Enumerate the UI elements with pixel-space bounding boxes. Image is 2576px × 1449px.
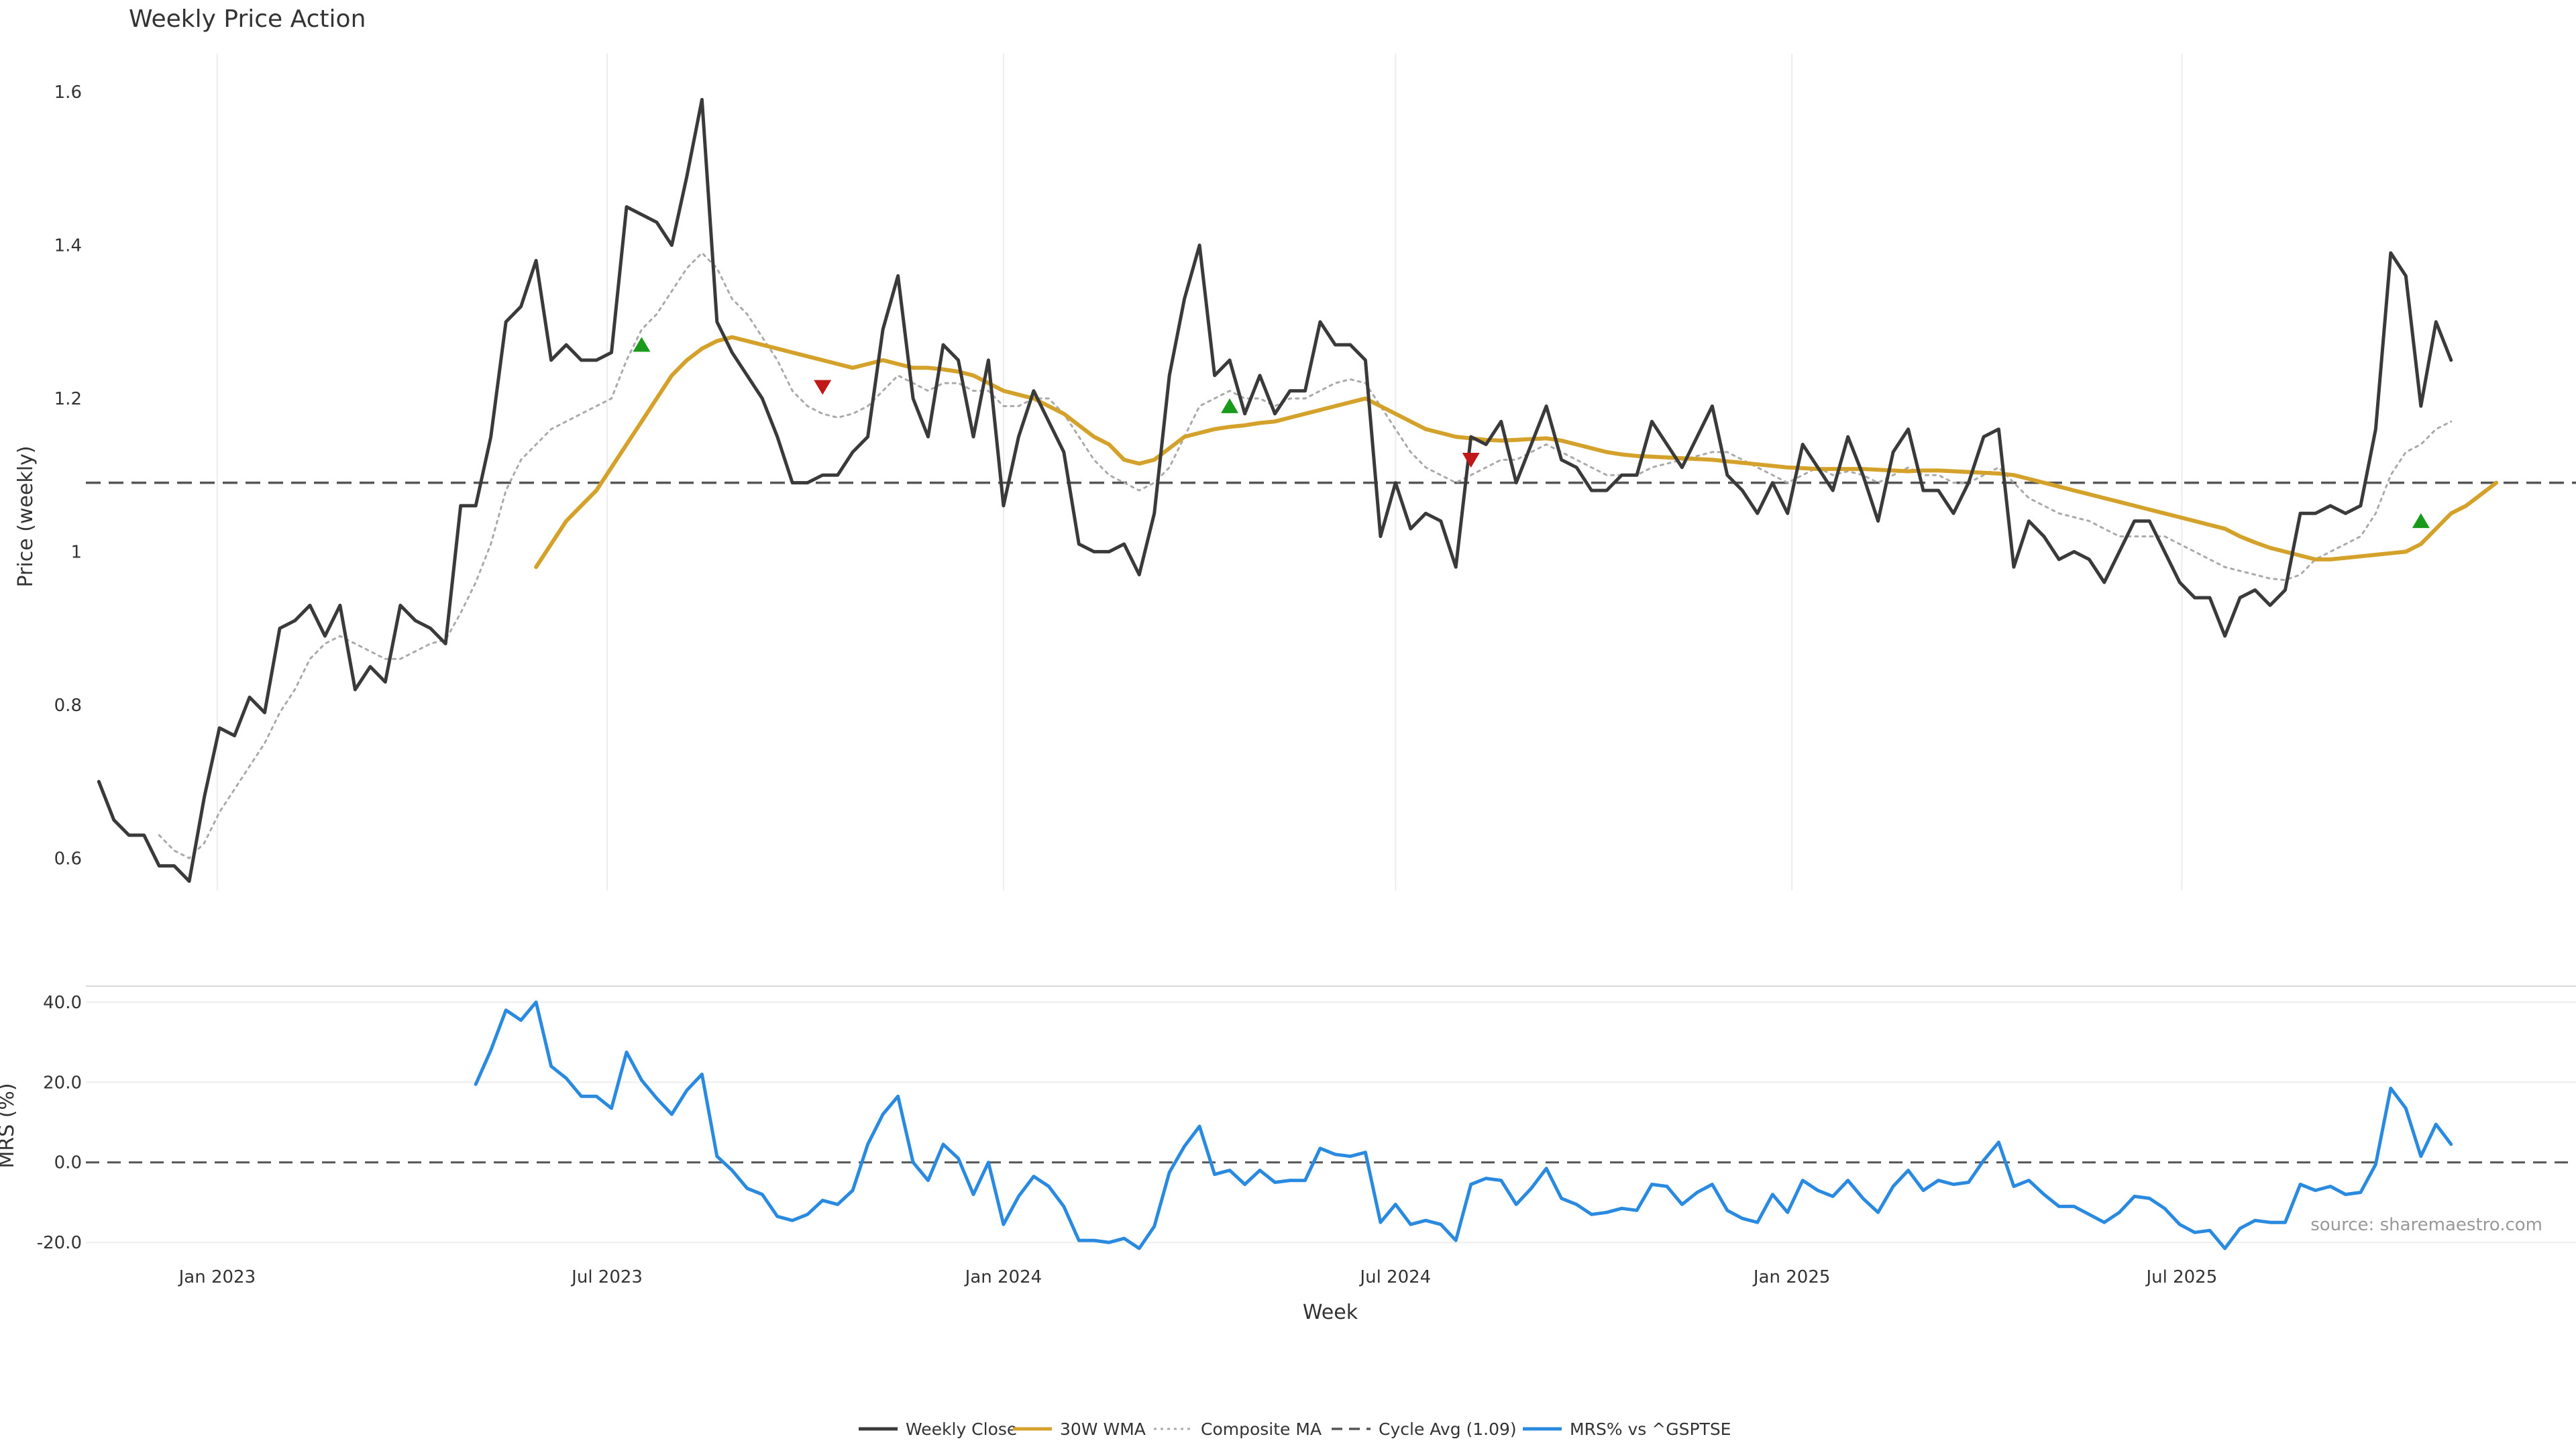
mrs-vs-gsptse-line [474, 1000, 2453, 1250]
x-axis-label: Week [1303, 1301, 1358, 1324]
x-tick-label: Jan 2023 [178, 1267, 256, 1287]
price-vertical-gridlines [216, 54, 2183, 890]
mrs-series-line [474, 1000, 2453, 1250]
legend-label: MRS% vs ^GSPTSE [1570, 1419, 1731, 1439]
price-y-tick-label: 1.2 [54, 389, 82, 409]
mrs-horizontal-gridlines [86, 1001, 2576, 1244]
mrs-y-axis-ticks: -20.0 0.0 20.0 40.0 [37, 993, 82, 1253]
legend-label: Cycle Avg (1.09) [1379, 1419, 1517, 1439]
x-tick-label: Jan 2025 [1752, 1267, 1831, 1287]
buy-signal-marker [2412, 513, 2430, 529]
buy-signal-marker [1221, 398, 1239, 413]
mrs-y-tick-label: 40.0 [43, 993, 82, 1013]
mrs-y-tick-label: 20.0 [43, 1073, 82, 1093]
legend-label: 30W WMA [1060, 1419, 1146, 1439]
price-y-tick-label: 1.6 [54, 83, 82, 103]
price-y-tick-label: 0.6 [54, 849, 82, 869]
weekly-close-line [97, 98, 2453, 883]
sell-signal-marker [1462, 452, 1480, 468]
composite-ma-line [158, 252, 2453, 859]
legend-label: Composite MA [1201, 1419, 1322, 1439]
price-y-axis-ticks: 0.6 0.8 1 1.2 1.4 1.6 [54, 83, 82, 869]
source-note: source: sharemaestro.com [2310, 1215, 2542, 1235]
mrs-y-axis-label: MRS (%) [0, 1083, 19, 1168]
mrs-y-tick-label: 0.0 [54, 1153, 82, 1173]
mrs-y-tick-label: -20.0 [37, 1233, 82, 1253]
30w-wma-line [534, 335, 2499, 570]
buy-signal-marker [633, 337, 651, 352]
x-tick-label: Jul 2023 [570, 1267, 643, 1287]
price-y-tick-label: 1 [70, 542, 82, 562]
x-tick-label: Jan 2024 [964, 1267, 1042, 1287]
x-tick-label: Jul 2024 [1358, 1267, 1431, 1287]
price-chart-title: Weekly Price Action [129, 5, 366, 33]
chart-legend: Weekly Close 30W WMA Composite MA Cycle Avg… [859, 1419, 1731, 1439]
x-tick-label: Jul 2025 [2145, 1267, 2217, 1287]
price-y-axis-label: Price (weekly) [14, 445, 38, 587]
price-y-tick-label: 0.8 [54, 696, 82, 716]
legend-label: Weekly Close [906, 1419, 1017, 1439]
price-series-lines [97, 98, 2499, 883]
x-axis-ticks: Jan 2023 Jul 2023 Jan 2024 Jul 2024 Jan 2025… [178, 1267, 2218, 1287]
signal-markers [633, 337, 2430, 529]
price-y-tick-label: 1.4 [54, 236, 82, 256]
sell-signal-marker [814, 380, 832, 395]
